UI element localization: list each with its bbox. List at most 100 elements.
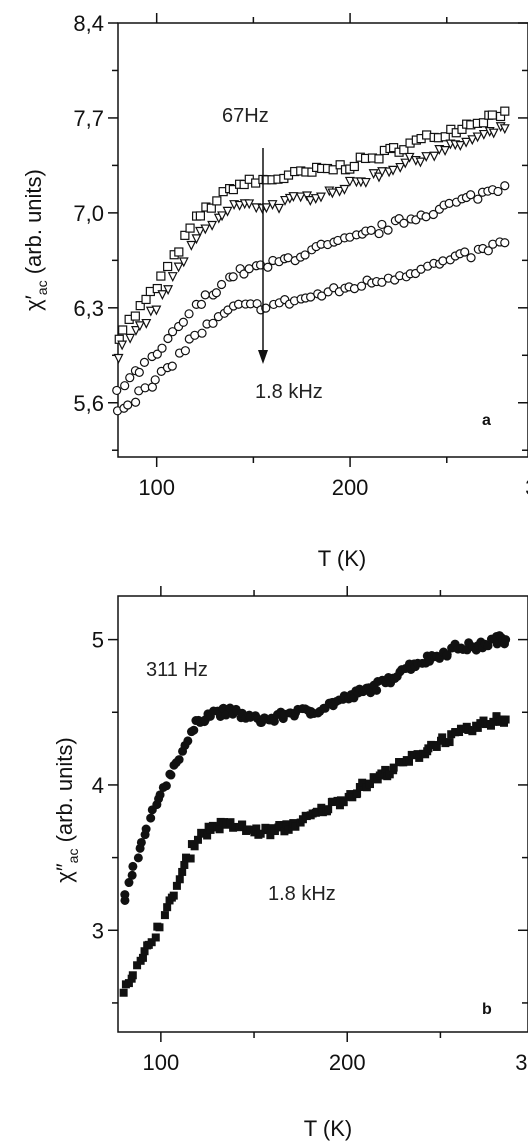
data-point: [275, 821, 284, 830]
data-point: [191, 234, 202, 245]
data-point: [238, 820, 247, 829]
data-point: [163, 903, 172, 912]
data-point: [195, 211, 205, 221]
y-label-sub: ac: [34, 280, 50, 295]
data-point: [261, 203, 272, 214]
data-point: [295, 192, 306, 203]
plot-frame-a: [117, 22, 528, 458]
data-point: [206, 203, 216, 213]
data-point: [440, 146, 451, 156]
data-point: [385, 770, 394, 779]
data-point: [118, 325, 128, 335]
data-point: [139, 357, 150, 367]
data-point: [466, 253, 476, 263]
data-point: [180, 346, 190, 356]
data-point: [405, 757, 414, 766]
data-point: [182, 853, 191, 862]
y-tick-label: 6,3: [73, 296, 104, 321]
data-points-a: [112, 106, 510, 416]
data-point: [200, 290, 210, 300]
data-point: [369, 773, 378, 782]
data-point: [389, 763, 398, 772]
data-point: [318, 808, 327, 817]
data-point: [339, 798, 348, 807]
data-point: [156, 271, 166, 281]
data-point: [120, 381, 130, 391]
data-point: [388, 165, 398, 176]
data-point: [291, 822, 300, 831]
data-point: [145, 306, 156, 317]
data-point: [478, 129, 489, 140]
y-label-mark: ″: [52, 863, 77, 871]
data-point: [263, 262, 273, 272]
data-point: [280, 195, 290, 206]
data-point: [211, 288, 221, 298]
data-point: [138, 953, 147, 962]
data-point: [180, 230, 190, 240]
annotation-1-8khz-b: 1.8 kHz: [268, 883, 336, 905]
data-point: [374, 154, 384, 164]
y-label-chi: χ: [21, 299, 46, 311]
data-point: [134, 367, 144, 377]
data-point: [155, 923, 164, 932]
data-point: [141, 318, 152, 329]
data-point: [228, 184, 238, 195]
data-point: [381, 765, 390, 774]
data-point: [150, 375, 160, 385]
data-point: [429, 151, 440, 162]
data-point: [455, 141, 466, 151]
data-point: [457, 124, 467, 134]
data-point: [123, 400, 133, 410]
data-point: [422, 130, 432, 140]
data-point: [500, 238, 510, 248]
data-point: [415, 157, 426, 168]
data-point: [466, 190, 476, 200]
x-axis-label-b: T (K): [304, 1116, 352, 1141]
y-label-rest: (arb. units): [21, 169, 46, 280]
data-point: [178, 257, 189, 268]
data-point: [178, 317, 188, 327]
data-point: [173, 262, 184, 273]
data-point: [217, 211, 228, 222]
data-point: [267, 200, 278, 211]
data-point: [152, 283, 162, 294]
data-point: [483, 246, 493, 256]
data-point: [113, 353, 124, 364]
y-label-sub: ac: [65, 849, 81, 864]
data-point: [234, 200, 245, 211]
arrowhead: [258, 350, 268, 364]
data-point: [365, 779, 374, 788]
data-point: [500, 106, 510, 116]
data-point: [193, 835, 202, 844]
data-point: [372, 685, 382, 695]
data-point: [169, 891, 178, 900]
data-point: [377, 167, 388, 178]
data-point: [307, 167, 317, 177]
data-point: [374, 172, 384, 183]
data-point: [261, 303, 271, 313]
data-point: [212, 196, 222, 206]
data-point: [167, 327, 178, 337]
data-point: [178, 867, 187, 876]
y-label-chi: χ: [52, 871, 77, 883]
y-tick-labels-a: 8,4 7,7 7,0 6,3 5,6: [73, 11, 104, 416]
annotation-67hz: 67Hz: [222, 105, 269, 127]
data-point: [400, 158, 411, 169]
data-point: [208, 821, 217, 830]
data-point: [147, 938, 156, 947]
data-point: [438, 256, 448, 266]
data-point: [442, 650, 452, 660]
data-point: [280, 827, 289, 836]
y-axis-label-b: χ″ac (arb. units): [52, 737, 81, 882]
data-point: [133, 961, 142, 970]
data-point: [432, 742, 441, 751]
x-tick-label: 300: [525, 475, 528, 500]
data-point: [167, 272, 178, 283]
data-point: [167, 361, 177, 371]
data-point: [174, 755, 184, 765]
data-point: [117, 340, 128, 351]
data-point: [146, 813, 156, 823]
x-axis-label-a: T (K): [318, 546, 366, 571]
data-point: [133, 853, 143, 863]
data-point: [239, 179, 249, 190]
